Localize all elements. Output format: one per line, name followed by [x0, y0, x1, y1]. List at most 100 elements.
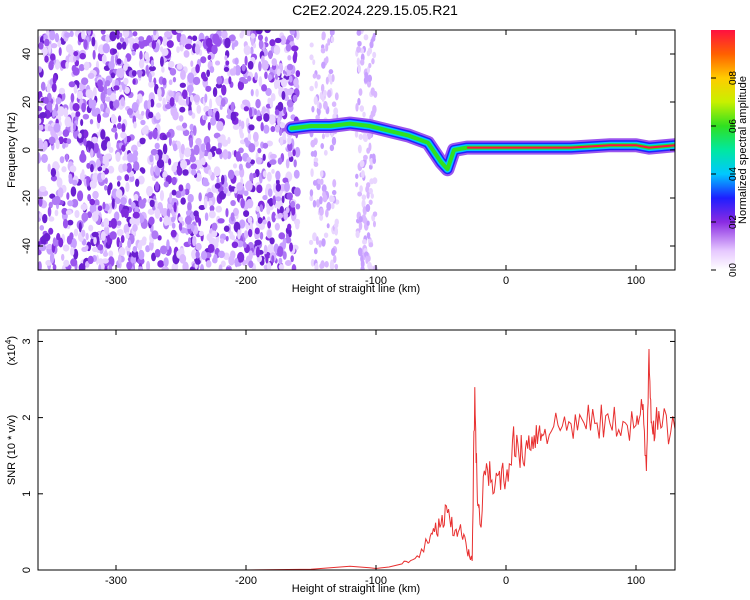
heatmap-noise-cell [38, 124, 44, 131]
heatmap-noise-cell [52, 264, 57, 270]
heatmap-noise-cell [266, 262, 272, 270]
heatmap-noise-cell [290, 255, 294, 263]
heatmap-noise-cell [166, 239, 170, 251]
heatmap-noise-cell [49, 53, 56, 61]
heatmap-noise-cell [371, 58, 375, 65]
heatmap-noise-cell [247, 216, 253, 224]
heatmap-noise-cell [103, 83, 108, 93]
heatmap-noise-cell [73, 50, 79, 57]
heatmap-noise-cell [63, 259, 70, 267]
heatmap-noise-cell [90, 148, 94, 158]
heatmap-noise-cell [104, 79, 111, 87]
heatmap-noise-cell [322, 89, 327, 97]
heatmap-noise-cell [255, 205, 261, 212]
heatmap-noise-cell [363, 217, 368, 225]
heatmap-noise-cell [126, 162, 132, 173]
heatmap-noise-cell [89, 198, 96, 206]
heatmap-noise-cell [318, 240, 322, 248]
heatmap-noise-cell [334, 263, 339, 270]
heatmap-noise-cell [189, 94, 194, 103]
heatmap-noise-cell [262, 142, 269, 149]
heatmap-noise-cell [48, 136, 56, 145]
heatmap-noise-cell [363, 154, 368, 161]
heatmap-noise-cell [309, 195, 314, 202]
heatmap-noise-cell [237, 251, 245, 263]
heatmap-noise-cell [331, 136, 337, 146]
heatmap-noise-cell [155, 166, 161, 177]
heatmap-noise-cell [73, 228, 79, 237]
heatmap-noise-cell [180, 197, 186, 205]
heatmap-noise-cell [291, 206, 296, 216]
heatmap-noise-cell [263, 112, 270, 123]
heatmap-noise-cell [168, 136, 172, 147]
heatmap-noise-cell [226, 190, 231, 197]
top-x-axis-label: Height of straight line (km) [292, 283, 420, 295]
heatmap-noise-cell [240, 198, 245, 209]
heatmap-noise-cell [103, 225, 110, 235]
heatmap-noise-cell [171, 164, 177, 173]
heatmap-noise-cell [362, 132, 368, 142]
heatmap-noise-cell [215, 96, 222, 105]
heatmap-noise-cell [277, 157, 283, 165]
heatmap-noise-cell [178, 99, 186, 106]
heatmap-noise-cell [78, 132, 82, 139]
heatmap-noise-cell [52, 237, 57, 247]
heatmap-noise-cell [70, 246, 75, 257]
heatmap-noise-cell [57, 187, 64, 198]
heatmap-noise-cell [100, 30, 106, 35]
heatmap-noise-cell [180, 159, 188, 170]
heatmap-noise-cell [207, 121, 211, 131]
heatmap-noise-cell [81, 212, 89, 222]
heatmap-noise-cell [109, 31, 117, 42]
heatmap-noise-cell [216, 120, 224, 132]
heatmap-noise-cell [75, 111, 81, 117]
heatmap-noise-cell [223, 66, 230, 72]
heatmap-noise-cell [247, 132, 252, 142]
heatmap-noise-cell [103, 217, 110, 228]
heatmap-noise-cell [124, 174, 130, 182]
heatmap-noise-cell [184, 43, 193, 50]
heatmap-noise-cell [163, 257, 169, 267]
x-tick-label: 0 [503, 275, 509, 287]
heatmap-noise-cell [256, 115, 263, 122]
heatmap-noise-cell [64, 116, 72, 128]
heatmap-noise-cell [250, 33, 256, 39]
heatmap-noise-cell [321, 61, 326, 69]
heatmap-noise-cell [102, 201, 106, 210]
heatmap-noise-cell [198, 192, 202, 202]
heatmap-noise-cell [228, 255, 235, 266]
heatmap-noise-cell [362, 111, 366, 118]
heatmap-noise-cell [309, 42, 314, 48]
heatmap-noise-cell [201, 250, 208, 261]
heatmap-noise-cell [242, 78, 249, 85]
heatmap-noise-cell [208, 210, 216, 219]
heatmap-noise-cell [331, 190, 337, 196]
heatmap-noise-cell [101, 258, 109, 264]
heatmap-noise-cell [58, 136, 64, 145]
heatmap-noise-cell [326, 223, 330, 229]
heatmap-noise-cell [102, 165, 106, 171]
heatmap-noise-cell [195, 250, 200, 259]
heatmap-noise-cell [287, 223, 292, 231]
heatmap-noise-cell [91, 211, 99, 223]
bottom-y-axis-label: SNR (10 * v/v) [6, 415, 18, 485]
heatmap-noise-cell [40, 81, 46, 92]
heatmap-noise-cell [266, 140, 274, 147]
top-x-axis: -300 -200 -100 0 100 [105, 30, 645, 287]
heatmap-noise-cell [178, 222, 183, 231]
heatmap-noise-cell [146, 185, 154, 197]
heatmap-noise-cell [365, 255, 369, 265]
heatmap-noise-cell [283, 106, 287, 115]
heatmap-noise-cell [150, 148, 158, 156]
heatmap-noise-cell [313, 247, 318, 255]
heatmap-noise-cell [128, 198, 132, 206]
heatmap-noise-cell [97, 79, 103, 88]
heatmap-noise-cell [185, 38, 193, 45]
heatmap-noise-cell [78, 221, 82, 233]
x-tick-label: -300 [105, 275, 127, 287]
heatmap-noise-cell [264, 30, 271, 34]
heatmap-noise-cell [106, 141, 111, 150]
heatmap-noise-cell [271, 255, 275, 263]
heatmap-noise-cell [109, 231, 117, 240]
heatmap-noise-cell [249, 172, 254, 183]
